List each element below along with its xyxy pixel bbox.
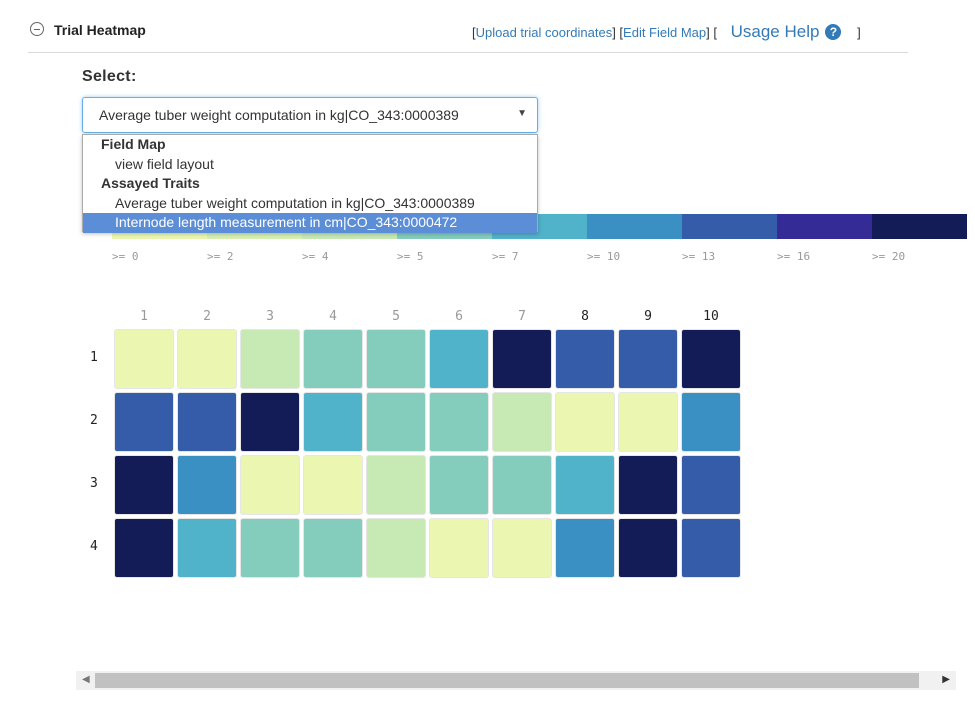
column-label: 10 — [703, 309, 719, 324]
column-label: 1 — [140, 309, 148, 324]
plot-cell[interactable] — [303, 518, 363, 578]
section-title: Trial Heatmap — [54, 22, 146, 38]
legend-label: >= 2 — [207, 250, 234, 263]
plot-cell[interactable] — [681, 329, 741, 389]
horizontal-scrollbar[interactable]: ◀ ▶ — [76, 671, 956, 690]
bracket-open: [ — [472, 25, 476, 40]
plot-cell[interactable] — [429, 518, 489, 578]
plot-cell[interactable] — [177, 392, 237, 452]
column-label: 7 — [518, 309, 526, 324]
plot-cell[interactable] — [492, 329, 552, 389]
plot-cell[interactable] — [177, 329, 237, 389]
dropdown-group-label: Field Map — [101, 136, 166, 152]
scroll-right-icon[interactable]: ▶ — [942, 674, 950, 685]
column-label: 9 — [644, 309, 652, 324]
upload-trial-coordinates-link[interactable]: Upload trial coordinates — [475, 25, 613, 40]
legend-swatch — [872, 214, 967, 239]
legend-label: >= 0 — [112, 250, 139, 263]
row-label: 4 — [90, 539, 98, 554]
dropdown-arrow-icon[interactable]: ▼ — [517, 108, 527, 119]
dropdown-option[interactable]: Internode length measurement in cm|CO_34… — [83, 213, 537, 233]
row-label: 3 — [90, 476, 98, 491]
trait-select[interactable]: Average tuber weight computation in kg|C… — [82, 97, 538, 133]
plot-cell[interactable] — [366, 329, 426, 389]
dropdown-option[interactable]: Average tuber weight computation in kg|C… — [115, 194, 475, 211]
plot-cell[interactable] — [555, 329, 615, 389]
legend-swatch — [587, 214, 682, 239]
plot-cell[interactable] — [114, 329, 174, 389]
header-links: [Upload trial coordinates] [Edit Field M… — [472, 22, 861, 42]
legend-label: >= 7 — [492, 250, 519, 263]
plot-cell[interactable] — [555, 518, 615, 578]
plot-cell[interactable] — [492, 518, 552, 578]
edit-field-map-link[interactable]: Edit Field Map — [623, 25, 707, 40]
plot-cell[interactable] — [303, 329, 363, 389]
scrollbar-thumb[interactable] — [95, 673, 919, 688]
legend-label: >= 10 — [587, 250, 621, 263]
plot-cell[interactable] — [240, 392, 300, 452]
bracket-close: ] — [857, 25, 861, 40]
row-label: 2 — [90, 413, 98, 428]
legend-label: >= 16 — [777, 250, 811, 263]
plot-cell[interactable] — [177, 455, 237, 515]
bracket-after-edit: ] [ — [706, 25, 717, 40]
plot-cell[interactable] — [555, 455, 615, 515]
plot-cell[interactable] — [681, 392, 741, 452]
plot-cell[interactable] — [240, 518, 300, 578]
plot-cell[interactable] — [114, 518, 174, 578]
plot-cell[interactable] — [114, 455, 174, 515]
section-header: Trial Heatmap [Upload trial coordinates]… — [28, 18, 908, 53]
plot-cell[interactable] — [492, 392, 552, 452]
legend-swatch — [682, 214, 777, 239]
plot-cell[interactable] — [618, 455, 678, 515]
legend-label: >= 13 — [682, 250, 716, 263]
trait-select-value: Average tuber weight computation in kg|C… — [99, 107, 459, 123]
bracket-mid: ] [ — [612, 25, 624, 40]
legend-swatch — [777, 214, 872, 239]
dropdown-group-label: Assayed Traits — [101, 175, 200, 191]
plot-cell[interactable] — [681, 518, 741, 578]
plot-cell[interactable] — [618, 518, 678, 578]
plot-cell[interactable] — [618, 329, 678, 389]
plot-cell[interactable] — [429, 392, 489, 452]
column-label: 4 — [329, 309, 337, 324]
scroll-left-icon[interactable]: ◀ — [82, 674, 90, 685]
plot-cell[interactable] — [618, 392, 678, 452]
dropdown-option[interactable]: view field layout — [115, 155, 214, 172]
row-label: 1 — [90, 350, 98, 365]
column-label: 8 — [581, 309, 589, 324]
plot-cell[interactable] — [240, 329, 300, 389]
column-label: 2 — [203, 309, 211, 324]
plot-cell[interactable] — [492, 455, 552, 515]
trait-dropdown-list: Field Map view field layout Assayed Traits… — [82, 134, 538, 233]
plot-cell[interactable] — [303, 455, 363, 515]
plot-cell[interactable] — [303, 392, 363, 452]
plot-cell[interactable] — [366, 392, 426, 452]
plot-cell[interactable] — [681, 455, 741, 515]
plot-cell[interactable] — [114, 392, 174, 452]
usage-help-link[interactable]: Usage Help? — [731, 22, 842, 41]
collapse-icon[interactable] — [30, 22, 44, 36]
plot-cell[interactable] — [240, 455, 300, 515]
plot-cell[interactable] — [366, 455, 426, 515]
plot-cell[interactable] — [177, 518, 237, 578]
column-label: 6 — [455, 309, 463, 324]
legend-label: >= 4 — [302, 250, 329, 263]
legend-label: >= 20 — [872, 250, 906, 263]
plot-cell[interactable] — [429, 455, 489, 515]
question-circle-icon[interactable]: ? — [825, 24, 842, 40]
plot-cell[interactable] — [555, 392, 615, 452]
legend-label: >= 5 — [397, 250, 424, 263]
select-label: Select: — [82, 68, 137, 85]
plot-cell[interactable] — [429, 329, 489, 389]
column-label: 5 — [392, 309, 400, 324]
column-label: 3 — [266, 309, 274, 324]
plot-cell[interactable] — [366, 518, 426, 578]
usage-help-label: Usage Help — [730, 22, 820, 41]
